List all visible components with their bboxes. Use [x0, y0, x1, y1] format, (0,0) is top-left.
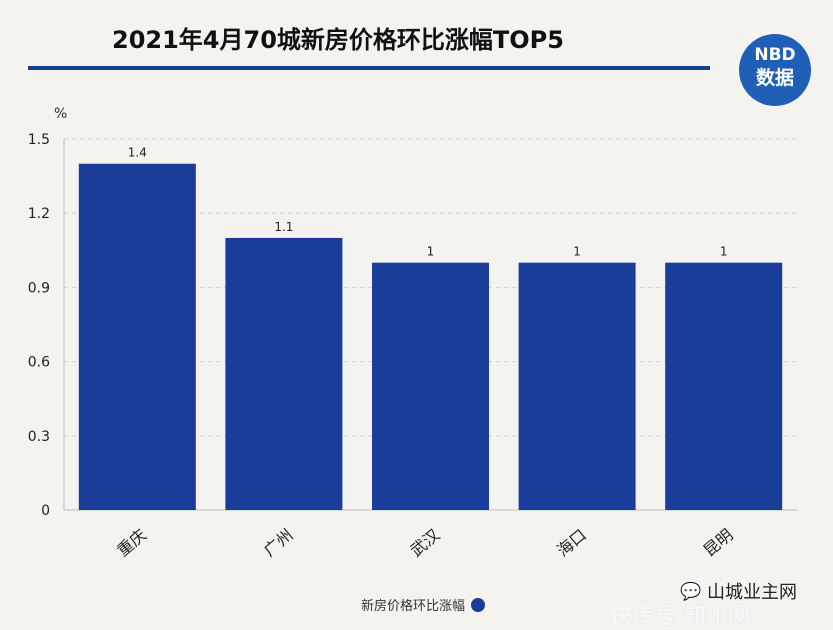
y-tick-label: 0.9	[28, 280, 50, 296]
bar	[518, 262, 636, 510]
y-tick-label: 0.3	[28, 429, 50, 445]
bar-value-label: 1.1	[274, 220, 293, 234]
y-tick-label: 1.5	[28, 132, 50, 148]
bar-value-label: 1	[720, 245, 728, 259]
bar	[225, 237, 343, 510]
watermark-text: 快传号/知讯网	[610, 604, 751, 629]
bar-value-label: 1	[427, 245, 435, 259]
nbd-logo-top: NBD	[754, 45, 796, 65]
bar	[372, 262, 489, 510]
nbd-logo-bottom: 数据	[755, 67, 794, 89]
chart-title: 2021年4月70城新房价格环比涨幅TOP5	[112, 26, 564, 54]
x-category-label: 海口	[553, 525, 590, 560]
bar-value-label: 1.4	[128, 146, 147, 160]
speech-bubble-icon: 💬	[680, 582, 702, 602]
title-rule	[28, 66, 710, 70]
legend-label: 新房价格环比涨幅	[361, 599, 466, 614]
nbd-logo-icon: NBD 数据	[739, 34, 811, 106]
legend: 新房价格环比涨幅	[361, 595, 486, 614]
y-tick-label: 0	[41, 503, 50, 519]
y-tick-label: 1.2	[28, 206, 50, 222]
bar-value-label: 1	[573, 245, 581, 259]
x-category-label: 武汉	[407, 525, 444, 560]
y-tick-label: 0.6	[28, 355, 50, 371]
x-category-label: 昆明	[700, 525, 737, 560]
x-category-label: 广州	[260, 525, 297, 560]
bar	[665, 262, 783, 510]
y-unit-label: %	[54, 106, 68, 122]
legend-dot	[471, 597, 486, 612]
x-category-label: 重庆	[113, 525, 150, 560]
bar	[78, 163, 196, 510]
source-text: 山城业主网	[707, 582, 797, 603]
